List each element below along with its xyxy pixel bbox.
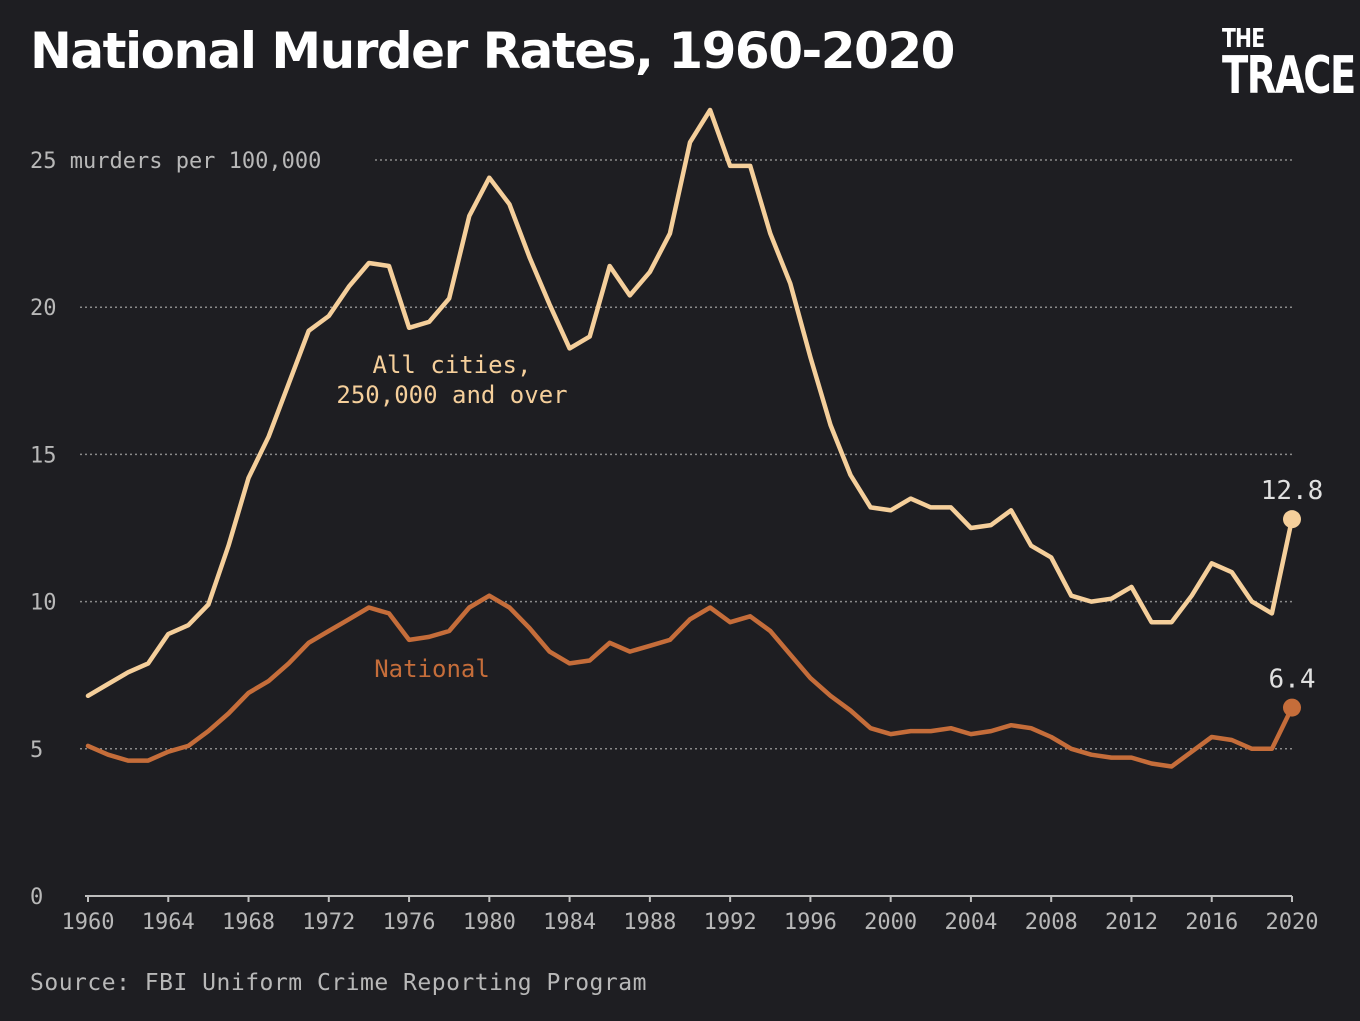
y-axis-ticks: 0 5 10 15 20 25 murders per 100,000 <box>30 149 321 910</box>
x-tick-label-1972: 1972 <box>302 910 355 935</box>
series-labels: 12.8 All cities,250,000 and over 6.4 Nation… <box>336 351 1323 695</box>
x-tick-label-1976: 1976 <box>383 910 436 935</box>
series-end-point-1 <box>1283 698 1301 717</box>
x-tick-label-2020: 2020 <box>1266 910 1319 935</box>
series-label-0-line-0: All cities, <box>373 351 532 379</box>
x-tick-label-2008: 2008 <box>1025 910 1078 935</box>
x-tick-label-1988: 1988 <box>623 910 676 935</box>
x-tick-label-2004: 2004 <box>944 910 997 935</box>
y-tick-label-15: 15 <box>30 443 57 468</box>
y-tick-label-25: 25 murders per 100,000 <box>30 149 321 174</box>
x-tick-label-1980: 1980 <box>463 910 516 935</box>
x-axis-ticks: 1960 1964 1968 1972 1976 1980 1984 1988 1992 1996… <box>62 896 1319 935</box>
x-tick-label-1996: 1996 <box>784 910 837 935</box>
x-tick-label-1992: 1992 <box>704 910 757 935</box>
chart-title: National Murder Rates, 1960-2020 <box>30 22 955 80</box>
series-lines <box>85 107 1301 769</box>
series-line-1 <box>85 593 1295 769</box>
series-end-label-0: 12.8 <box>1261 476 1324 506</box>
series-end-point-0 <box>1283 510 1301 529</box>
y-tick-label-10: 10 <box>30 591 57 616</box>
x-tick-label-2012: 2012 <box>1105 910 1158 935</box>
y-tick-label-0: 0 <box>30 885 43 910</box>
x-tick-label-1968: 1968 <box>222 910 275 935</box>
y-tick-label-20: 20 <box>30 296 57 321</box>
the-trace-logo: THE TRACE <box>1222 24 1356 102</box>
y-tick-label-5: 5 <box>30 738 43 763</box>
x-tick-label-1964: 1964 <box>142 910 195 935</box>
x-tick-label-2000: 2000 <box>864 910 917 935</box>
series-label-1-line-0: National <box>374 655 490 683</box>
series-line-0 <box>85 107 1295 699</box>
series-end-label-1: 6.4 <box>1269 665 1316 695</box>
x-tick-label-1984: 1984 <box>543 910 596 935</box>
x-tick-label-2016: 2016 <box>1185 910 1238 935</box>
gridlines <box>80 159 1292 750</box>
x-tick-label-1960: 1960 <box>62 910 115 935</box>
series-label-0-line-1: 250,000 and over <box>336 381 567 409</box>
source-note: Source: FBI Uniform Crime Reporting Prog… <box>30 970 647 996</box>
logo-line-1: THE <box>1222 24 1265 54</box>
